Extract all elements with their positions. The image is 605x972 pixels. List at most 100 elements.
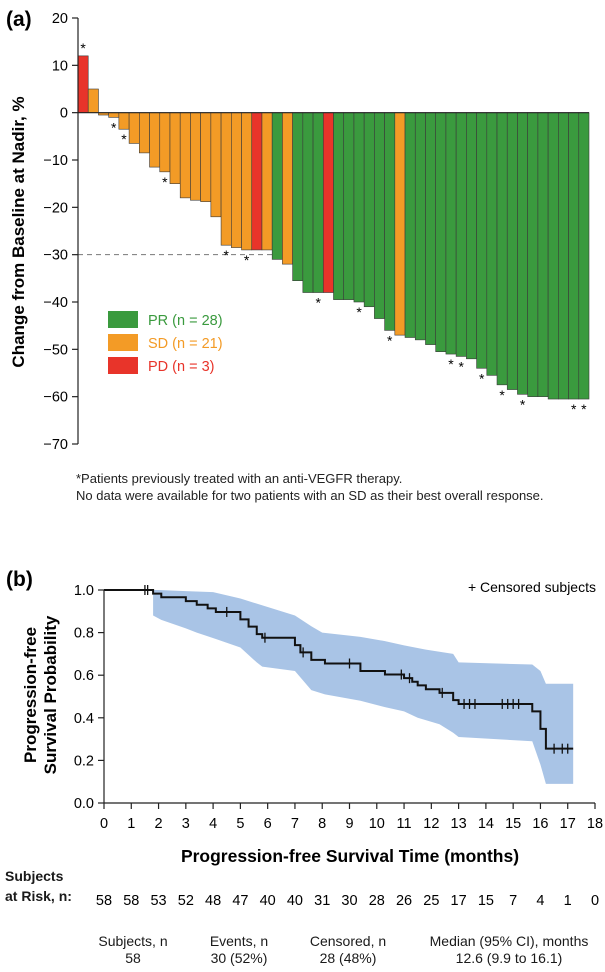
risk-count: 53 (150, 893, 166, 909)
x-tick-label: 1 (127, 816, 135, 832)
bar-sd (87, 88, 99, 113)
y-tick-label: 0.8 (74, 626, 94, 642)
x-tick-label: 0 (100, 816, 108, 832)
prior-therapy-asterisk: * (162, 174, 168, 190)
risk-count: 7 (509, 893, 517, 909)
prior-therapy-asterisk: * (571, 401, 577, 417)
risk-count: 58 (96, 893, 112, 909)
footnote: *Patients previously treated with an ant… (76, 470, 586, 504)
prior-therapy-asterisk: * (499, 387, 505, 403)
x-tick-label: 14 (478, 816, 494, 832)
x-tick-label: 10 (369, 816, 385, 832)
risk-count: 17 (451, 893, 467, 909)
bar-pr (547, 112, 559, 400)
bar-pd (251, 112, 263, 251)
risk-count: 25 (423, 893, 439, 909)
y-axis-ticks: 0.0 0.2 0.4 0.6 0.8 1.0 (74, 583, 104, 812)
legend-label-sd: SD (n = 21) (148, 336, 223, 352)
prior-therapy-asterisk: * (315, 295, 321, 311)
bar-sd (231, 112, 242, 248)
bar-sd (139, 112, 150, 154)
y-tick-label: −20 (43, 200, 68, 216)
risk-table-counts: 58 58 53 52 48 47 40 40 31 30 28 26 25 17 15 7 4 1 0 (96, 893, 599, 909)
panel-label-b: (b) (6, 568, 33, 591)
bar-pr (517, 112, 528, 395)
risk-count: 15 (478, 893, 494, 909)
bar-sd (159, 112, 171, 173)
risk-count: 40 (260, 893, 276, 909)
prior-therapy-asterisk: * (223, 247, 229, 263)
summary-median-label: Median (95% CI), months (429, 933, 589, 949)
bar-pr (271, 112, 283, 260)
y-tick-label: 0.2 (74, 753, 94, 769)
prior-therapy-asterisk: * (111, 119, 117, 135)
summary-events-value: 30 (52%) (210, 950, 268, 966)
risk-count: 4 (536, 893, 544, 909)
prior-therapy-asterisk: * (356, 304, 362, 320)
bar-sd (149, 112, 161, 168)
y-tick-label: −70 (43, 437, 68, 453)
footnote-line-2: No data were available for two patients … (76, 488, 544, 503)
legend-label-pr: PR (n = 28) (148, 313, 223, 329)
waterfall-chart: (a) Change from Baseline at Nadir, % 20 1… (6, 8, 590, 453)
y-axis-title-line2: Survival Probability (41, 615, 60, 774)
x-tick-label: 4 (209, 816, 217, 832)
summary-subjects-value: 58 (125, 950, 141, 966)
x-tick-label: 15 (505, 816, 521, 832)
x-tick-label: 12 (423, 816, 439, 832)
bar-sd (282, 112, 293, 265)
x-tick-label: 16 (532, 816, 548, 832)
bar-pr (414, 112, 426, 341)
bar-pr (425, 112, 437, 345)
bar-sd (169, 112, 181, 184)
bar-sd (128, 112, 140, 144)
x-tick-label: 3 (182, 816, 190, 832)
risk-count: 47 (232, 893, 248, 909)
censored-legend: + Censored subjects (468, 579, 596, 595)
x-tick-label: 2 (155, 816, 163, 832)
x-tick-label: 13 (451, 816, 467, 832)
summary-censored: Censored, n 28 (48%) (298, 933, 398, 967)
y-axis-ticks: 20 10 0 −10 −20 −30 −40 −50 −60 −70 (43, 11, 78, 453)
y-tick-label: −30 (43, 248, 68, 264)
legend-label-pd: PD (n = 3) (148, 359, 214, 375)
prior-therapy-asterisk: * (479, 370, 485, 386)
survival-curve (104, 589, 574, 750)
x-tick-label: 5 (236, 816, 244, 832)
summary-median: Median (95% CI), months 12.6 (9.9 to 16.… (416, 933, 602, 967)
y-tick-label: 0 (60, 106, 68, 122)
y-tick-label: 20 (52, 11, 68, 27)
confidence-band (104, 590, 574, 784)
y-tick-label: 0.6 (74, 668, 94, 684)
prior-therapy-asterisk: * (244, 252, 250, 268)
bar-pr (312, 112, 324, 293)
y-tick-label: −40 (43, 295, 68, 311)
x-tick-label: 9 (345, 816, 353, 832)
bar-sd (108, 112, 120, 118)
risk-count: 31 (314, 893, 330, 909)
bar-pr (558, 112, 569, 400)
y-tick-label: −60 (43, 390, 68, 406)
y-tick-label: 1.0 (74, 583, 94, 599)
bar-pr (466, 112, 477, 360)
bar-sd (179, 112, 191, 199)
bar-pr (374, 112, 385, 319)
bar-sd (241, 112, 253, 251)
prior-therapy-asterisk: * (581, 401, 587, 417)
y-tick-label: 10 (52, 58, 68, 74)
bar-sd (200, 112, 212, 202)
risk-count: 48 (205, 893, 221, 909)
bars (77, 55, 590, 400)
bar-pr (343, 112, 355, 300)
legend-swatch-sd (108, 334, 138, 351)
prior-therapy-asterisk: * (121, 131, 127, 147)
prior-therapy-asterisk: * (80, 40, 86, 56)
prior-therapy-asterisk: * (448, 356, 454, 372)
bar-pr (476, 112, 488, 369)
bar-sd (394, 112, 406, 336)
bar-pd (77, 55, 89, 113)
risk-count: 0 (591, 893, 599, 909)
censor-marks (144, 585, 569, 754)
y-tick-label: 0.0 (74, 796, 94, 812)
bar-pr (333, 112, 345, 300)
